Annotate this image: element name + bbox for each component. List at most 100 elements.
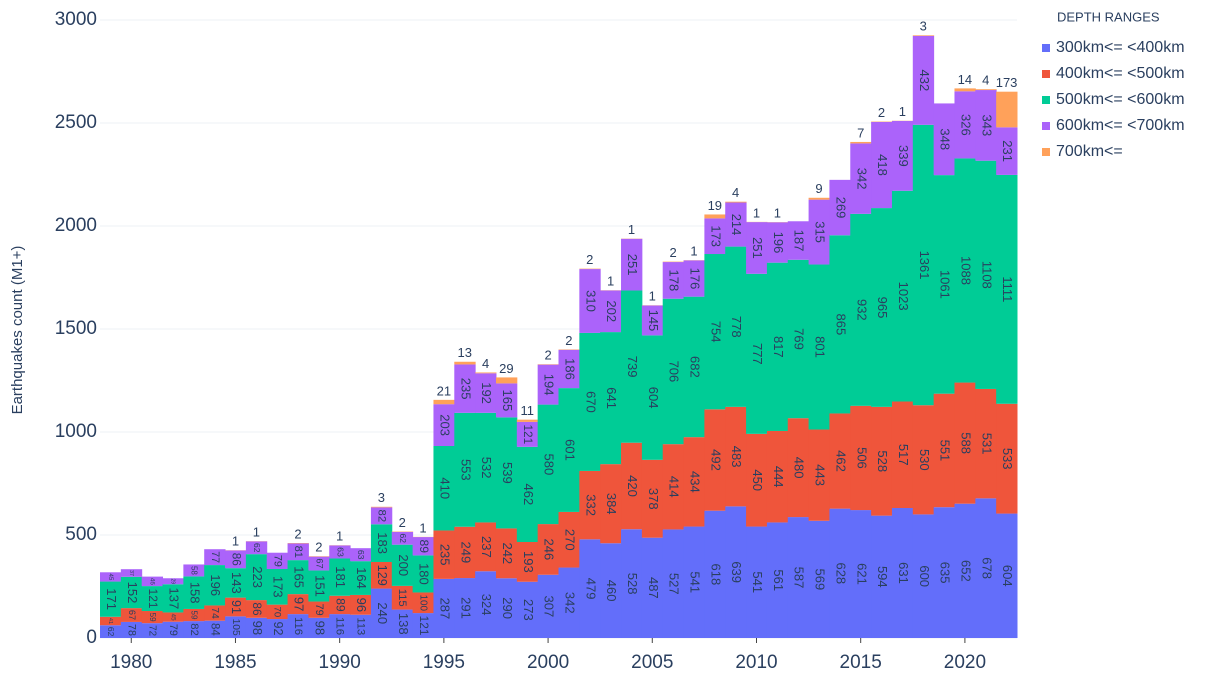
x-tick-label: 2000: [527, 652, 569, 673]
data-label: 348: [938, 128, 953, 150]
y-tick-label: 500: [65, 524, 97, 545]
bar-segment: [433, 400, 454, 404]
data-label: 194: [542, 374, 557, 396]
data-label: 414: [667, 476, 682, 498]
data-label: 618: [708, 563, 723, 585]
data-label: 777: [750, 343, 765, 365]
data-label: 635: [938, 562, 953, 584]
data-label: 70: [272, 607, 283, 618]
data-label: 418: [875, 154, 890, 176]
data-label: 115: [396, 589, 408, 607]
data-label: 58: [190, 566, 199, 575]
data-label: 315: [813, 221, 828, 243]
data-label: 2: [670, 245, 677, 260]
data-label: 462: [521, 484, 536, 506]
x-tick-label: 1980: [110, 652, 152, 673]
data-label: 231: [1000, 140, 1015, 162]
bar-segment: [371, 507, 392, 508]
data-label: 410: [437, 477, 452, 499]
data-label: 594: [875, 566, 890, 588]
y-axis-title: Earthquakes count (M1+): [9, 246, 26, 415]
data-label: 45: [107, 573, 114, 580]
data-label: 242: [500, 542, 515, 564]
data-label: 965: [875, 297, 890, 319]
data-label: 173: [271, 576, 286, 598]
data-label: 551: [938, 440, 953, 462]
data-label: 164: [354, 567, 369, 589]
data-label: 96: [354, 598, 369, 612]
data-label: 192: [479, 382, 494, 404]
x-tick-label: 2010: [735, 652, 777, 673]
data-label: 342: [562, 592, 577, 614]
data-label: 183: [375, 532, 390, 554]
data-label: 11: [520, 403, 534, 418]
data-label: 21: [437, 383, 451, 398]
data-label: 291: [458, 597, 473, 619]
data-label: 670: [583, 391, 598, 413]
data-label: 1061: [938, 270, 953, 299]
data-label: 273: [521, 599, 536, 621]
data-label: 251: [750, 237, 765, 259]
data-label: 13: [457, 345, 471, 360]
data-label: 1: [232, 534, 239, 549]
data-label: 332: [583, 494, 598, 516]
data-label: 121: [417, 616, 431, 636]
data-label: 1: [899, 104, 906, 119]
data-label: 63: [356, 550, 366, 560]
data-label: 181: [333, 566, 348, 588]
data-label: 137: [167, 587, 182, 609]
data-label: 59: [148, 613, 157, 623]
data-label: 652: [958, 560, 973, 582]
data-label: 533: [1000, 448, 1015, 470]
data-label: 600: [917, 565, 932, 587]
data-label: 492: [708, 449, 723, 471]
data-label: 1: [419, 520, 426, 535]
data-label: 460: [604, 580, 619, 602]
data-label: 479: [583, 578, 598, 600]
data-label: 145: [646, 310, 661, 332]
x-tick-label: 2005: [631, 652, 673, 673]
data-label: 517: [896, 444, 911, 466]
data-label: 480: [792, 457, 807, 479]
bar-segment: [496, 377, 517, 383]
y-tick-label: 1000: [55, 421, 97, 442]
legend-label: 400km<= <500km: [1056, 65, 1185, 82]
bar-segment: [913, 35, 934, 36]
data-label: 187: [792, 230, 807, 252]
data-label: 569: [813, 569, 828, 591]
data-label: 604: [646, 387, 661, 409]
data-label: 342: [854, 168, 869, 190]
data-label: 151: [312, 575, 327, 597]
data-label: 601: [562, 439, 577, 461]
data-label: 78: [125, 624, 137, 636]
bar-segment: [975, 89, 996, 90]
data-label: 186: [562, 358, 577, 380]
data-label: 865: [833, 314, 848, 336]
data-label: 462: [833, 450, 848, 472]
x-tick-label: 2020: [944, 652, 986, 673]
data-label: 41: [107, 618, 113, 624]
data-label: 561: [771, 569, 786, 591]
data-label: 604: [1000, 565, 1015, 587]
data-label: 310: [583, 290, 598, 312]
data-label: 1108: [979, 261, 994, 289]
data-label: 326: [958, 114, 973, 136]
legend-title: DEPTH RANGES: [1057, 9, 1160, 24]
data-label: 378: [646, 488, 661, 510]
data-label: 2: [586, 252, 593, 267]
data-label: 587: [792, 567, 807, 589]
data-label: 14: [958, 72, 972, 87]
data-label: 63: [335, 547, 345, 557]
data-label: 528: [875, 450, 890, 472]
data-label: 553: [458, 459, 473, 481]
data-label: 2: [878, 105, 885, 120]
data-label: 531: [979, 433, 994, 455]
data-label: 37: [128, 570, 134, 576]
data-label: 100: [417, 595, 428, 612]
data-label: 3: [920, 19, 927, 34]
data-label: 113: [355, 618, 367, 636]
data-label: 86: [229, 553, 243, 567]
data-label: 82: [375, 510, 387, 523]
data-label: 129: [375, 565, 389, 586]
data-label: 443: [813, 464, 828, 486]
